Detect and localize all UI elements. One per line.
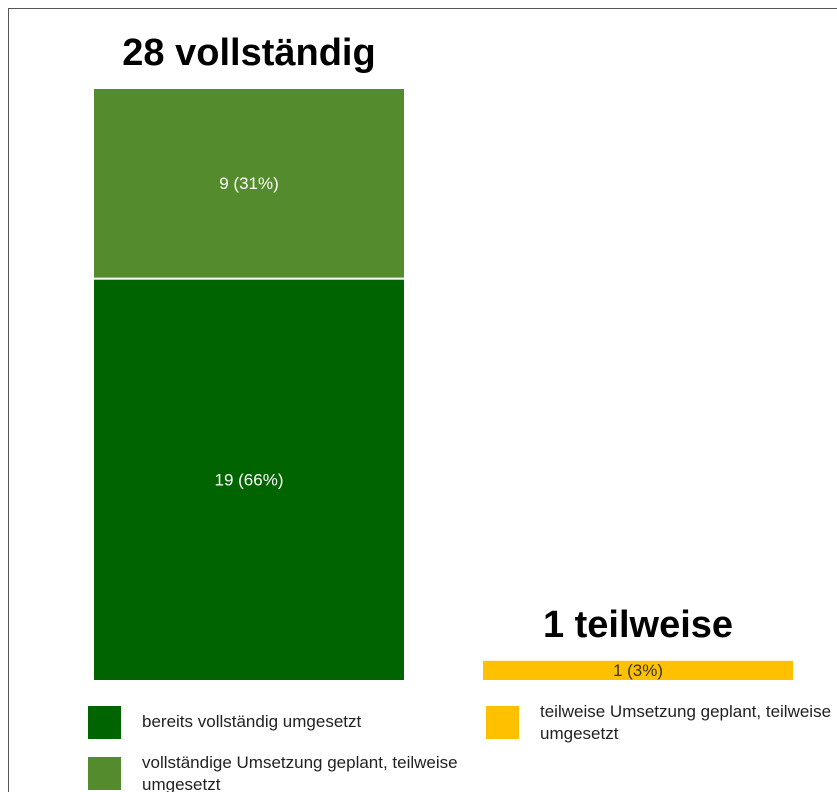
value-label: 19 (66%) [215,470,284,489]
bar-segment [92,87,406,280]
bar-segment [481,658,795,682]
value-label: 9 (31%) [219,174,279,193]
bar-segment [92,277,406,682]
legend-label: bereits vollständig umgesetzt [142,712,362,731]
legend-swatch [88,757,121,790]
legend-swatch [88,706,121,739]
legend-label: teilweise Umsetzung geplant, teilweise u… [540,702,832,743]
legend-label: vollständige Umsetzung geplant, teilweis… [142,753,458,792]
legend-swatch [486,706,519,739]
stack-title: 28 vollständig [122,32,375,74]
stack-title: 1 teilweise [543,604,733,646]
value-label: 1 (3%) [613,661,663,680]
